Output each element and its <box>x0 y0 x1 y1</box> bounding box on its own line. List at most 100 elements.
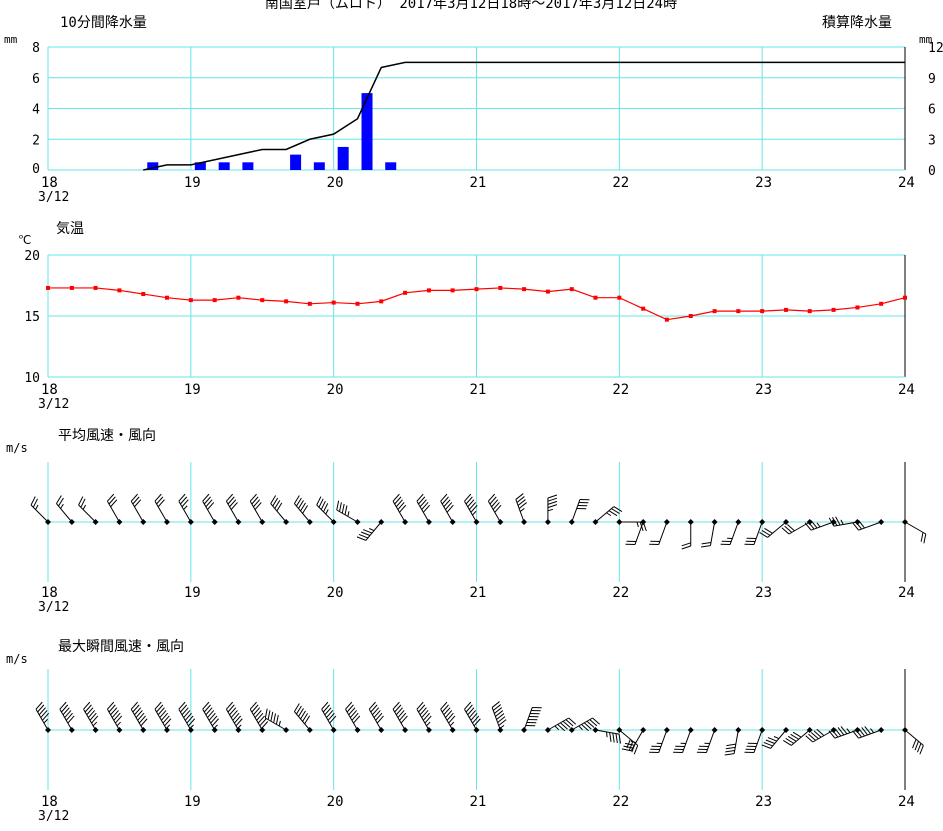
precip-left-tick-label: 0 <box>32 162 40 177</box>
gust-wind-x-tick-label: 22 <box>612 794 629 810</box>
precip-x-tick-label: 21 <box>470 175 487 191</box>
precip-bar <box>362 93 373 170</box>
temperature-point <box>379 299 383 303</box>
precip-bar <box>338 147 349 170</box>
temperature-point <box>451 288 455 292</box>
temperature-point <box>522 287 526 291</box>
temperature-point <box>356 302 360 306</box>
temp-panel-title: 気温 <box>56 221 84 237</box>
temp-x-tick-label: 18 <box>41 382 58 398</box>
precip-right-tick-label: 9 <box>928 72 936 87</box>
precip-right-tick-label: 0 <box>928 164 936 179</box>
temp-x-tick-label: 20 <box>327 382 344 398</box>
page-title: 南国室戸（ムロト） 2017年3月12日18時～2017年3月12日24時 <box>265 0 677 12</box>
temperature-point <box>736 309 740 313</box>
precip-right-tick-label: 6 <box>928 103 936 118</box>
temp-tick-label: 20 <box>24 249 40 264</box>
precip-left-tick-label: 6 <box>32 72 40 87</box>
precip-x-tick-label: 18 <box>41 175 58 191</box>
temp-x-tick-label: 24 <box>898 382 915 398</box>
temperature-point <box>46 286 50 290</box>
precip-left-tick-label: 2 <box>32 133 40 148</box>
temperature-point <box>855 305 859 309</box>
precip-right-title: 積算降水量 <box>822 15 892 31</box>
precip-left-tick-label: 8 <box>32 41 40 56</box>
temp-date-label: 3/12 <box>38 397 69 412</box>
precip-bar <box>385 162 396 170</box>
temperature-point <box>260 298 264 302</box>
gust-wind-x-tick-label: 19 <box>184 794 201 810</box>
precip-bar <box>290 155 301 170</box>
temperature-point <box>879 302 883 306</box>
temperature-point <box>141 292 145 296</box>
temperature-point <box>70 286 74 290</box>
precip-x-tick-label: 20 <box>327 175 344 191</box>
temperature-point <box>808 309 812 313</box>
precip-bar <box>219 162 230 170</box>
avg-wind-x-tick-label: 24 <box>898 585 915 601</box>
gust-wind-x-tick-label: 18 <box>41 794 58 810</box>
temperature-point <box>689 314 693 318</box>
avg-wind-panel-title: 平均風速・風向 <box>58 428 156 444</box>
temp-x-tick-label: 22 <box>612 382 629 398</box>
temperature-point <box>332 301 336 305</box>
temperature-point <box>832 308 836 312</box>
temperature-point <box>498 286 502 290</box>
precip-panel-title: 10分間降水量 <box>60 15 147 31</box>
precip-right-tick-label: 3 <box>928 133 936 148</box>
gust-wind-panel-title: 最大瞬間風速・風向 <box>58 639 184 655</box>
temperature-point <box>617 296 621 300</box>
avg-wind-x-tick-label: 20 <box>327 585 344 601</box>
precip-right-tick-label: 12 <box>928 41 943 56</box>
gust-wind-x-tick-label: 23 <box>755 794 772 810</box>
gust-wind-x-tick-label: 24 <box>898 794 915 810</box>
precip-left-unit: mm <box>4 33 18 46</box>
temperature-point <box>284 299 288 303</box>
temperature-point <box>784 308 788 312</box>
avg-wind-x-tick-label: 19 <box>184 585 201 601</box>
temperature-point <box>236 296 240 300</box>
gust-wind-x-tick-label: 20 <box>327 794 344 810</box>
temperature-point <box>94 286 98 290</box>
temp-unit: ℃ <box>18 233 31 247</box>
temperature-point <box>665 318 669 322</box>
temperature-point <box>403 291 407 295</box>
temp-x-tick-label: 23 <box>755 382 772 398</box>
avg-wind-x-tick-label: 18 <box>41 585 58 601</box>
gust-wind-barb-half-feather <box>607 732 608 737</box>
precip-x-tick-label: 24 <box>898 175 915 191</box>
precip-x-tick-label: 19 <box>184 175 201 191</box>
precip-x-tick-label: 22 <box>612 175 629 191</box>
temperature-point <box>903 296 907 300</box>
precip-date-label: 3/12 <box>38 190 69 205</box>
gust-wind-unit: m/s <box>6 652 28 666</box>
temperature-point <box>570 287 574 291</box>
temperature-point <box>213 298 217 302</box>
gust-wind-date-label: 3/12 <box>38 809 69 824</box>
temperature-point <box>546 290 550 294</box>
temperature-point <box>117 288 121 292</box>
temperature-point <box>427 288 431 292</box>
temperature-point <box>308 302 312 306</box>
gust-wind-x-tick-label: 21 <box>470 794 487 810</box>
temperature-point <box>641 307 645 311</box>
temp-tick-label: 15 <box>24 310 40 325</box>
temp-x-tick-label: 19 <box>184 382 201 398</box>
temp-x-tick-label: 21 <box>470 382 487 398</box>
avg-wind-unit: m/s <box>6 441 28 455</box>
precip-x-tick-label: 23 <box>755 175 772 191</box>
precip-bar <box>242 162 253 170</box>
temperature-point <box>475 287 479 291</box>
avg-wind-x-tick-label: 22 <box>612 585 629 601</box>
avg-wind-date-label: 3/12 <box>38 600 69 615</box>
temperature-point <box>713 309 717 313</box>
precip-left-tick-label: 4 <box>32 103 40 118</box>
precip-bar <box>314 162 325 170</box>
temperature-point <box>189 298 193 302</box>
avg-wind-x-tick-label: 23 <box>755 585 772 601</box>
temperature-point <box>165 296 169 300</box>
temperature-point <box>593 296 597 300</box>
temperature-point <box>760 309 764 313</box>
